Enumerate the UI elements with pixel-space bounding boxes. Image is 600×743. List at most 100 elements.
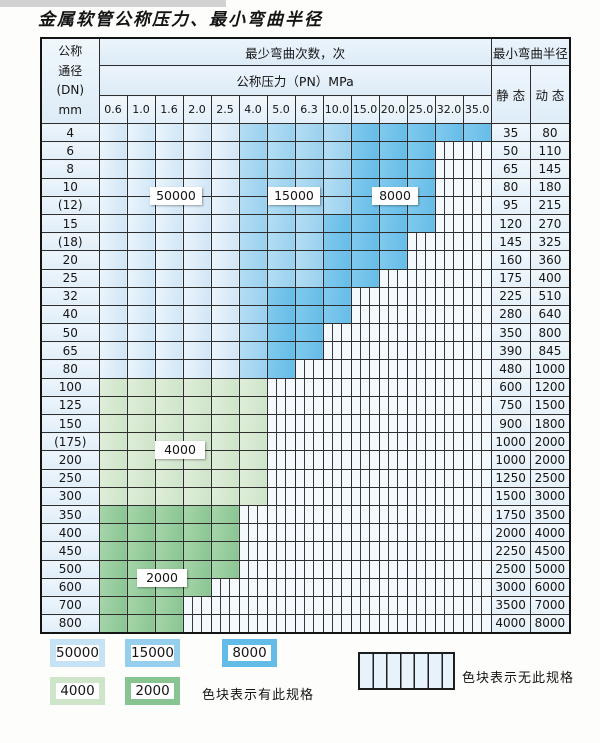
cell-no-spec xyxy=(322,577,352,597)
table-row: 400 2000 4000 xyxy=(40,523,571,543)
cell-no-spec xyxy=(238,614,268,634)
static-radius-cell: 1000 xyxy=(490,432,531,452)
cell-2000 xyxy=(182,541,212,561)
cell-8000 xyxy=(462,122,492,143)
cell-15000 xyxy=(322,141,352,161)
cell-no-spec xyxy=(378,432,408,452)
cell-50000 xyxy=(182,232,212,252)
cell-no-spec xyxy=(350,432,380,452)
cell-no-spec xyxy=(294,468,324,488)
cell-2000 xyxy=(98,614,128,634)
cell-4000 xyxy=(126,432,156,452)
dynamic-radius-cell: 6000 xyxy=(529,577,571,597)
cell-15000 xyxy=(266,232,296,252)
cycle-count-label: 2000 xyxy=(137,569,187,587)
cell-no-spec xyxy=(350,286,380,306)
cell-4000 xyxy=(126,450,156,470)
cell-50000 xyxy=(154,304,184,325)
cell-no-spec xyxy=(434,141,464,161)
cell-no-spec xyxy=(350,359,380,379)
cell-2000 xyxy=(98,523,128,543)
cell-50000 xyxy=(182,250,212,270)
cell-4000 xyxy=(238,395,268,416)
cell-no-spec xyxy=(434,432,464,452)
cell-50000 xyxy=(210,304,240,325)
pressure-col-header: 35.0 xyxy=(462,95,492,124)
cell-8000 xyxy=(378,232,408,252)
cell-no-spec xyxy=(378,523,408,543)
pressure-col-header: 10.0 xyxy=(322,95,352,124)
legend: 50000 15000 8000 4000 2000 色块表示有此规格 色块表示无此规格 xyxy=(0,0,600,705)
cell-4000 xyxy=(154,377,184,397)
cell-4000 xyxy=(210,377,240,397)
cell-8000 xyxy=(322,286,352,306)
cell-no-spec xyxy=(434,541,464,561)
legend-swatch-15000: 15000 xyxy=(125,639,180,667)
cell-no-spec xyxy=(378,395,408,416)
cell-no-spec xyxy=(350,323,380,343)
cell-no-spec xyxy=(462,377,492,397)
cell-no-spec xyxy=(294,504,324,525)
cell-4000 xyxy=(126,486,156,506)
cell-no-spec xyxy=(434,559,464,579)
cell-8000 xyxy=(294,323,324,343)
dn-cell: 150 xyxy=(40,413,100,434)
cell-50000 xyxy=(210,323,240,343)
cell-2000 xyxy=(126,523,156,543)
cell-50000 xyxy=(154,122,184,143)
cell-50000 xyxy=(154,232,184,252)
cell-no-spec xyxy=(434,614,464,634)
cell-15000 xyxy=(294,268,324,288)
cell-no-spec xyxy=(434,232,464,252)
table-row: 500 2500 5000 xyxy=(40,559,571,579)
static-radius-cell: 2500 xyxy=(490,559,531,579)
cell-50000 xyxy=(98,304,128,325)
cell-50000 xyxy=(182,122,212,143)
cell-no-spec xyxy=(462,523,492,543)
cell-4000 xyxy=(154,413,184,434)
cell-2000 xyxy=(210,523,240,543)
dynamic-radius-cell: 4000 xyxy=(529,523,571,543)
cell-4000 xyxy=(154,468,184,488)
cell-no-spec xyxy=(322,523,352,543)
static-radius-cell: 3500 xyxy=(490,595,531,616)
pressure-col-header: 1.6 xyxy=(154,95,184,124)
dn-cell: 40 xyxy=(40,304,100,325)
dn-cell: 800 xyxy=(40,614,100,634)
table-row: 800 4000 8000 xyxy=(40,614,571,634)
cell-no-spec xyxy=(322,504,352,525)
cell-2000 xyxy=(154,541,184,561)
cell-no-spec xyxy=(434,177,464,197)
cell-no-spec xyxy=(378,304,408,325)
cell-no-spec xyxy=(462,250,492,270)
cell-no-spec xyxy=(406,486,436,506)
static-radius-cell: 2250 xyxy=(490,541,531,561)
cell-no-spec xyxy=(294,450,324,470)
static-radius-cell: 480 xyxy=(490,359,531,379)
dynamic-radius-cell: 1500 xyxy=(529,395,571,416)
cell-50000 xyxy=(182,341,212,361)
cell-50000 xyxy=(154,268,184,288)
cell-50000 xyxy=(182,268,212,288)
cell-50000 xyxy=(182,141,212,161)
cell-2000 xyxy=(98,559,128,579)
static-radius-cell: 225 xyxy=(490,286,531,306)
static-radius-cell: 120 xyxy=(490,213,531,234)
cell-no-spec xyxy=(322,359,352,379)
cell-no-spec xyxy=(350,523,380,543)
cell-no-spec xyxy=(378,413,408,434)
cell-8000 xyxy=(378,122,408,143)
cell-50000 xyxy=(210,268,240,288)
static-radius-cell: 390 xyxy=(490,341,531,361)
cell-50000 xyxy=(182,323,212,343)
cell-50000 xyxy=(182,213,212,234)
cell-50000 xyxy=(98,159,128,179)
cell-8000 xyxy=(378,250,408,270)
cell-50000 xyxy=(210,286,240,306)
dynamic-radius-cell: 1200 xyxy=(529,377,571,397)
table-row: 80 480 1000 xyxy=(40,359,571,379)
cell-no-spec xyxy=(434,341,464,361)
cell-no-spec xyxy=(462,486,492,506)
cell-50000 xyxy=(98,177,128,197)
cell-no-spec xyxy=(350,504,380,525)
